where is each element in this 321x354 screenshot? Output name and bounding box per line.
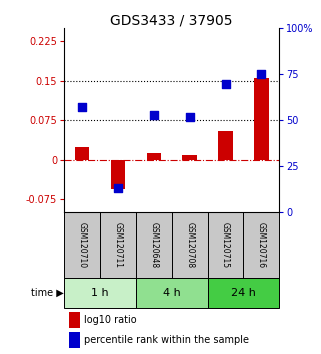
Text: 4 h: 4 h <box>163 288 181 298</box>
Text: 1 h: 1 h <box>91 288 109 298</box>
Point <box>187 114 192 120</box>
Bar <box>182 155 197 160</box>
Bar <box>218 131 233 160</box>
Point <box>151 112 156 118</box>
Point <box>80 105 85 110</box>
Text: log10 ratio: log10 ratio <box>83 315 136 325</box>
Bar <box>208 278 279 308</box>
Text: GSM120715: GSM120715 <box>221 222 230 268</box>
Text: GSM120716: GSM120716 <box>257 222 266 268</box>
Bar <box>254 78 268 160</box>
Bar <box>75 147 89 160</box>
Text: GSM120708: GSM120708 <box>185 222 194 268</box>
Bar <box>136 278 208 308</box>
Text: time ▶: time ▶ <box>31 288 64 298</box>
Bar <box>64 278 136 308</box>
Text: GSM120711: GSM120711 <box>113 222 123 268</box>
Text: percentile rank within the sample: percentile rank within the sample <box>83 335 248 345</box>
Bar <box>208 212 243 278</box>
Point <box>223 81 228 86</box>
Point <box>259 72 264 77</box>
Bar <box>68 312 80 328</box>
Text: GSM120710: GSM120710 <box>78 222 87 268</box>
Bar <box>172 212 208 278</box>
Text: 24 h: 24 h <box>231 288 256 298</box>
Text: GSM120648: GSM120648 <box>149 222 158 268</box>
Bar <box>136 212 172 278</box>
Bar <box>68 332 80 348</box>
Bar <box>243 212 279 278</box>
Point <box>116 185 121 191</box>
Bar <box>100 212 136 278</box>
Bar <box>64 212 100 278</box>
Bar <box>147 154 161 160</box>
Title: GDS3433 / 37905: GDS3433 / 37905 <box>110 13 233 27</box>
Bar <box>111 160 125 189</box>
